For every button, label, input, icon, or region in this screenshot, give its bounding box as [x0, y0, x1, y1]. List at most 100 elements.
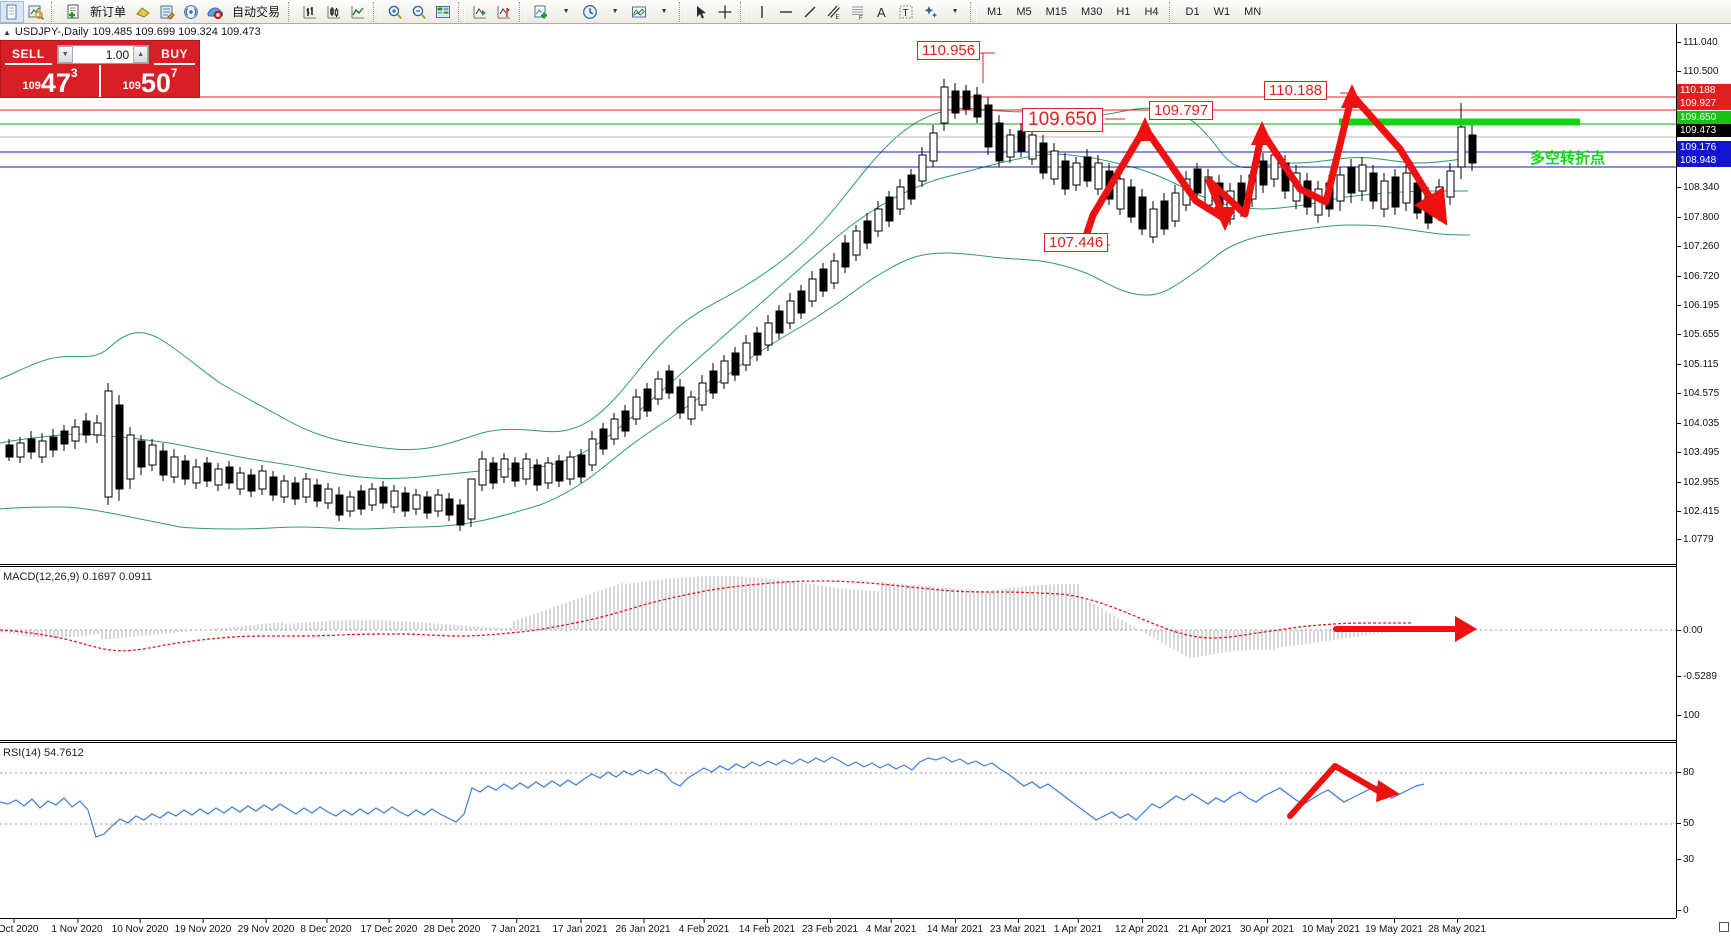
date-tick-label: 4 Mar 2021	[865, 919, 917, 935]
price-badge-110188: 110.188	[1677, 84, 1731, 97]
sell-price-whole: 109	[22, 80, 41, 92]
date-tick-label: 28 May 2021	[1428, 919, 1486, 935]
autotrading-label[interactable]: 自动交易	[232, 5, 281, 19]
trendline-icon[interactable]	[798, 1, 822, 23]
zoom-out-icon[interactable]	[407, 1, 431, 23]
open-offline-icon[interactable]	[24, 1, 48, 23]
shapes-chevron-down-icon[interactable]: ▼	[951, 8, 959, 15]
cursor-arrow-icon[interactable]	[689, 1, 713, 23]
templates-icon[interactable]	[627, 1, 651, 23]
date-tick-label: 17 Jan 2021	[552, 919, 608, 935]
volume-decrease-icon[interactable]: ▼	[57, 46, 73, 63]
timeframe-mn[interactable]: MN	[1244, 5, 1262, 18]
rsi-red-projection	[1287, 763, 1383, 819]
date-tick-label: 7 Jan 2021	[491, 919, 541, 935]
candlestick-chart-icon[interactable]	[322, 1, 346, 23]
annotation-110956[interactable]: 110.956	[917, 41, 981, 60]
toolbar-separator	[1168, 1, 1176, 22]
chart-shift-icon[interactable]	[492, 1, 516, 23]
add-indicator-chevron-down-icon[interactable]: ▼	[562, 8, 570, 15]
crosshair-icon[interactable]	[713, 1, 737, 23]
period-clock-icon[interactable]	[578, 1, 602, 23]
annotation-109650[interactable]: 109.650	[1022, 108, 1103, 132]
annotation-110188[interactable]: 110.188	[1264, 81, 1328, 100]
price-badge-109650: 109.650	[1677, 111, 1731, 124]
svg-text:F: F	[859, 15, 863, 20]
signals-icon[interactable]	[179, 1, 203, 23]
buy-price[interactable]: 109 50 7	[101, 65, 199, 97]
new-order-icon[interactable]	[61, 1, 85, 23]
toolbar-separator	[51, 1, 58, 22]
timeframe-h4[interactable]: H4	[1144, 5, 1159, 18]
rsi-pane[interactable]: RSI(14) 54.7612	[0, 744, 1676, 854]
date-tick-label: 1 Apr 2021	[1053, 919, 1103, 935]
bar-chart-icon[interactable]	[298, 1, 322, 23]
fibonacci-retracement-icon[interactable]: F	[846, 1, 870, 23]
autotrading-icon[interactable]	[203, 1, 227, 23]
rsi-scale-tick: 100	[1677, 709, 1731, 722]
scale-tick: 104.575	[1677, 387, 1731, 400]
macd-scale-tick: 1.0779	[1677, 533, 1731, 546]
rsi-line	[0, 756, 1425, 838]
timeframe-m30[interactable]: M30	[1081, 5, 1103, 18]
rsi-scale-tick: 30	[1677, 853, 1731, 866]
annotation-109797[interactable]: 109.797	[1149, 101, 1214, 120]
macd-label: MACD(12,26,9) 0.1697 0.0911	[3, 571, 152, 583]
bollinger-lower-band	[0, 224, 1471, 530]
annotation-107446[interactable]: 107.446	[1044, 233, 1109, 252]
scale-tick: 106.195	[1677, 299, 1731, 312]
collapse-triangle-icon[interactable]: ▲	[3, 27, 11, 37]
timeframe-w1[interactable]: W1	[1213, 5, 1231, 18]
date-tick-label: 19 Nov 2020	[174, 919, 232, 935]
rsi-scale-tick: 0	[1677, 904, 1731, 917]
date-tick-label: 29 Nov 2020	[237, 919, 295, 935]
scale-tick: 106.720	[1677, 270, 1731, 283]
price-pane[interactable]: 110.956 110.188 109.650 109.797 107.446 …	[0, 39, 1676, 531]
buy-button[interactable]: BUY	[154, 45, 195, 65]
buy-price-whole: 109	[122, 80, 141, 92]
vertical-line-icon[interactable]	[750, 1, 774, 23]
timeframe-m5[interactable]: M5	[1016, 5, 1032, 18]
auto-scroll-icon[interactable]	[468, 1, 492, 23]
chinese-annotation[interactable]: 多空转折点	[1530, 150, 1606, 167]
chart-resize-handle[interactable]	[1719, 922, 1729, 932]
macd-pane[interactable]: MACD(12,26,9) 0.1697 0.0911	[0, 568, 1676, 678]
volume-stepper[interactable]: ▼ 1.00 ▲	[56, 45, 150, 64]
metaeditor-icon[interactable]	[155, 1, 179, 23]
scale-tick: 107.260	[1677, 240, 1731, 253]
rsi-label: RSI(14) 54.7612	[3, 747, 84, 759]
sell-button[interactable]: SELL	[5, 45, 52, 65]
macd-scale-tick: -0.5289	[1677, 670, 1731, 683]
indicators-icon[interactable]	[131, 1, 155, 23]
date-axis[interactable]: 2 Oct 2020 1 Nov 2020 10 Nov 2020 19 Nov 20…	[0, 918, 1676, 942]
templates-chevron-down-icon[interactable]: ▼	[660, 8, 668, 15]
scale-tick: 105.655	[1677, 328, 1731, 341]
sell-price[interactable]: 109 47 3	[1, 65, 99, 97]
new-chart-icon[interactable]	[0, 0, 24, 23]
price-scale[interactable]: 111.040 110.500 108.340 107.800 107.260 …	[1676, 24, 1731, 918]
timeframe-m1[interactable]: M1	[987, 5, 1003, 18]
zoom-in-icon[interactable]	[383, 1, 407, 23]
add-indicator-icon[interactable]	[529, 1, 553, 23]
period-chevron-down-icon[interactable]: ▼	[611, 8, 619, 15]
timeframe-d1[interactable]: D1	[1185, 5, 1200, 18]
scale-tick: 108.340	[1677, 181, 1731, 194]
text-label-icon[interactable]: T	[894, 1, 918, 23]
price-badge-109473: 109.473	[1677, 124, 1731, 137]
horizontal-line-icon[interactable]	[774, 1, 798, 23]
svg-text:E: E	[836, 15, 840, 20]
main-toolbar: 新订单 自动交易	[0, 0, 1731, 24]
text-icon[interactable]: A	[870, 1, 894, 23]
data-window-icon[interactable]	[431, 1, 455, 23]
timeframe-m15[interactable]: M15	[1045, 5, 1067, 18]
timeframe-h1[interactable]: H1	[1116, 5, 1131, 18]
line-chart-icon[interactable]	[346, 1, 370, 23]
volume-value[interactable]: 1.00	[105, 47, 130, 62]
one-click-trading-panel[interactable]: SELL ▼ 1.00 ▲ BUY 109 47 3 109 50 7	[0, 40, 200, 98]
toolbar-separator	[970, 1, 978, 22]
scale-tick: 103.495	[1677, 446, 1731, 459]
volume-increase-icon[interactable]: ▲	[133, 46, 149, 63]
equidistant-channel-icon[interactable]: E	[822, 1, 846, 23]
new-order-label[interactable]: 新订单	[90, 5, 127, 19]
shapes-icon[interactable]	[918, 1, 942, 23]
